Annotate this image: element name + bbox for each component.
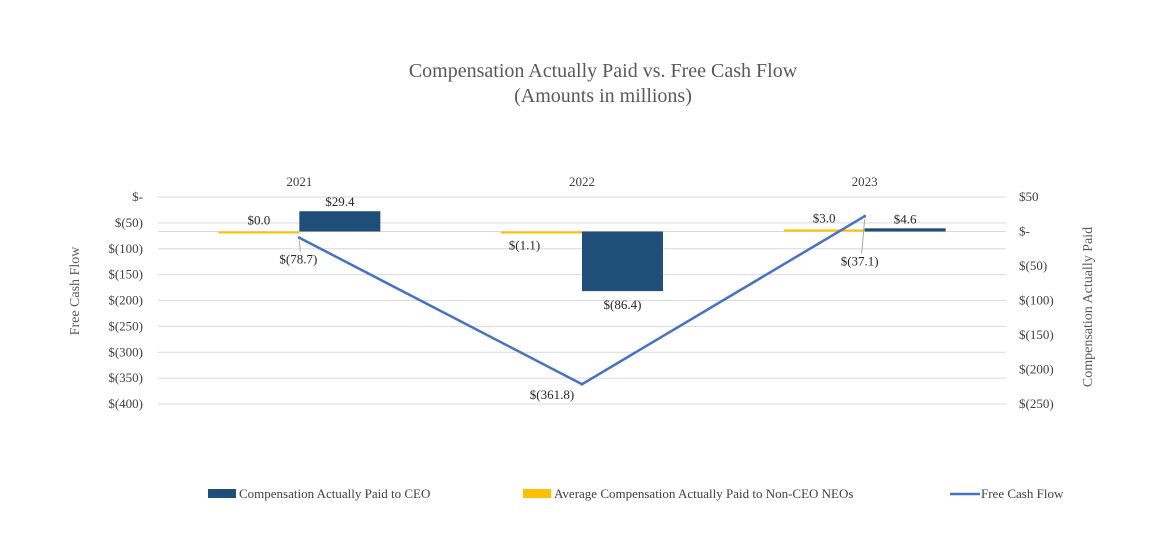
category-label: 2021 <box>286 174 312 189</box>
fcf-leader-line <box>298 240 301 252</box>
left-tick-label: $(50) <box>115 215 143 230</box>
ceo-bar <box>299 211 381 232</box>
left-tick-label: $(100) <box>108 241 143 256</box>
right-axis-title: Compensation Actually Paid <box>1081 227 1096 387</box>
left-tick-label: $(300) <box>108 344 143 359</box>
legend-swatch-neo <box>523 489 551 498</box>
right-tick-label: $- <box>1019 224 1030 239</box>
gridlines <box>158 196 1006 405</box>
category-label: 2023 <box>852 174 878 189</box>
left-tick-label: $(200) <box>108 293 143 308</box>
neo-bar <box>218 231 300 234</box>
neo-data-label: $3.0 <box>813 210 836 225</box>
ceo-data-label: $(86.4) <box>604 297 642 312</box>
legend-label-fcf: Free Cash Flow <box>981 486 1064 501</box>
left-tick-label: $(250) <box>108 318 143 333</box>
neo-data-label: $0.0 <box>247 213 270 228</box>
right-axis: $50 $- $(50) $(100) $(150) $(200) $(250) <box>1019 189 1054 411</box>
right-tick-label: $(100) <box>1019 293 1054 308</box>
ceo-data-label: $29.4 <box>325 194 355 209</box>
neo-bar <box>501 231 582 234</box>
right-tick-label: $(250) <box>1019 396 1054 411</box>
category-labels: 2021 2022 2023 <box>286 174 877 189</box>
left-tick-label: $(350) <box>108 370 143 385</box>
right-tick-label: $(200) <box>1019 362 1054 377</box>
category-label: 2022 <box>569 174 595 189</box>
legend-swatch-ceo <box>208 489 236 498</box>
ceo-bar <box>864 228 946 232</box>
free-cash-flow-point <box>580 382 584 386</box>
right-tick-label: $50 <box>1019 189 1039 204</box>
legend: Compensation Actually Paid to CEO Average… <box>208 486 1064 501</box>
left-tick-label: $- <box>132 189 143 204</box>
chart-subtitle: (Amounts in millions) <box>514 85 692 107</box>
left-axis: $- $(50) $(100) $(150) $(200) $(250) $(300) $(3… <box>108 189 143 411</box>
right-tick-label: $(150) <box>1019 327 1054 342</box>
left-tick-label: $(400) <box>108 396 143 411</box>
free-cash-flow-point <box>297 236 301 240</box>
left-tick-label: $(150) <box>108 267 143 282</box>
right-tick-label: $(50) <box>1019 258 1047 273</box>
chart-title: Compensation Actually Paid vs. Free Cash… <box>409 60 798 82</box>
legend-label-ceo: Compensation Actually Paid to CEO <box>239 486 430 501</box>
bars <box>218 211 946 292</box>
left-axis-title: Free Cash Flow <box>68 246 83 336</box>
neo-data-label: $(1.1) <box>509 238 540 253</box>
neo-bar <box>783 229 865 232</box>
free-cash-flow-line <box>297 214 867 386</box>
fcf-data-label: $(361.8) <box>530 387 574 402</box>
fcf-leader-line <box>861 219 866 254</box>
ceo-bar <box>582 231 663 292</box>
free-cash-flow-point <box>863 214 867 218</box>
ceo-data-label: $4.6 <box>894 211 917 226</box>
legend-label-neo: Average Compensation Actually Paid to No… <box>554 486 853 501</box>
fcf-data-label: $(78.7) <box>279 252 317 267</box>
fcf-data-label: $(37.1) <box>841 254 879 269</box>
data-labels: $29.4 $0.0 $(78.7) $(86.4) $(1.1) $(361.8) $4.… <box>247 194 917 402</box>
